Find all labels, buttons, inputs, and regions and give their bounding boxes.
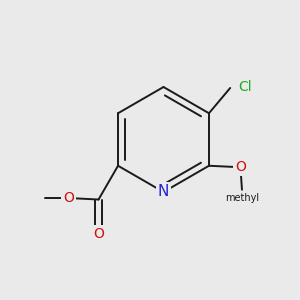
Text: O: O xyxy=(63,191,74,205)
Text: O: O xyxy=(93,227,104,241)
Text: Cl: Cl xyxy=(238,80,252,94)
Text: N: N xyxy=(158,184,169,200)
Text: O: O xyxy=(235,160,246,174)
Text: methyl: methyl xyxy=(225,194,259,203)
